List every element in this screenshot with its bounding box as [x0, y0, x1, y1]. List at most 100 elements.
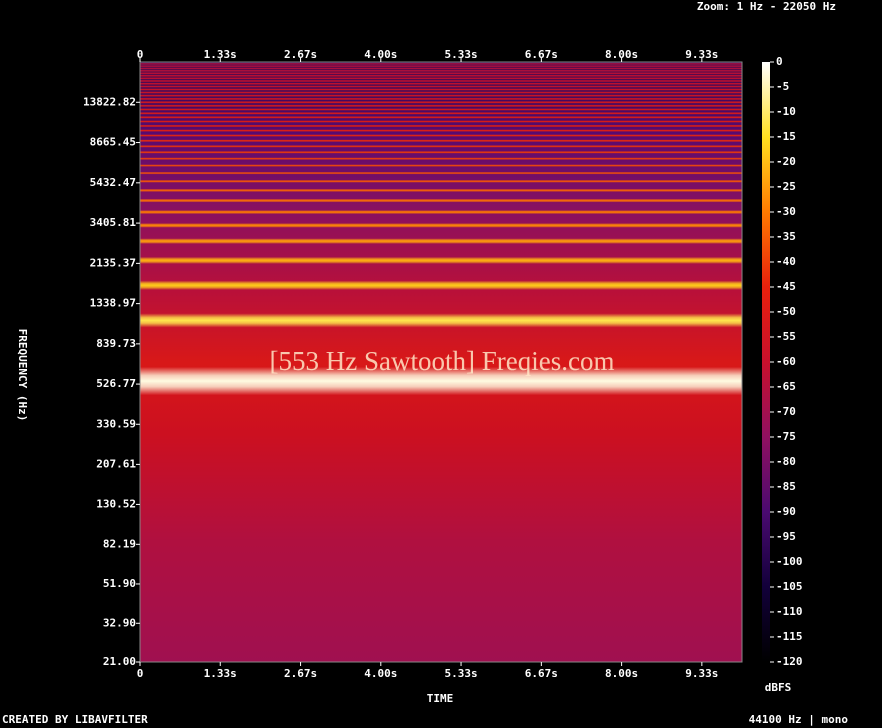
colorbar-tick-label: -40 — [776, 255, 796, 268]
harmonic-band — [140, 74, 742, 77]
harmonic-band — [140, 97, 742, 101]
y-tick-label: 21.00 — [103, 655, 136, 668]
colorbar-tick-label: -105 — [776, 580, 803, 593]
colorbar-tick-label: -10 — [776, 105, 796, 118]
harmonic-band — [140, 94, 742, 97]
spectrogram-background — [140, 62, 742, 662]
colorbar-tick-label: -110 — [776, 605, 803, 618]
harmonic-band — [140, 112, 742, 115]
harmonic-band — [140, 134, 742, 137]
footer-left: CREATED BY LIBAVFILTER — [2, 713, 148, 726]
harmonic-band — [140, 171, 742, 175]
harmonic-band — [140, 62, 742, 66]
harmonic-band — [140, 145, 742, 148]
x-tick-label: 9.33s — [685, 48, 718, 61]
harmonic-band — [140, 313, 742, 328]
y-tick-label: 2135.37 — [90, 256, 136, 269]
x-tick-label: 6.67s — [525, 48, 558, 61]
colorbar-tick-label: -20 — [776, 155, 796, 168]
x-tick-label: 4.00s — [364, 667, 397, 680]
harmonic-band — [140, 129, 742, 132]
harmonic-band — [140, 256, 742, 264]
y-tick-label: 1338.97 — [90, 297, 136, 310]
harmonic-band — [140, 280, 742, 290]
watermark: [553 Hz Sawtooth] Freqies.com — [270, 346, 615, 376]
harmonic-band — [140, 104, 742, 108]
y-tick-label: 13822.82 — [83, 95, 136, 108]
y-tick-label: 82.19 — [103, 537, 136, 550]
harmonic-band — [140, 238, 742, 244]
colorbar-tick-label: -65 — [776, 380, 796, 393]
harmonic-band — [140, 124, 742, 128]
footer-right: 44100 Hz | mono — [749, 713, 849, 726]
harmonic-band — [140, 116, 742, 119]
x-tick-label: 8.00s — [605, 48, 638, 61]
x-tick-label: 0 — [137, 48, 144, 61]
y-tick-label: 839.73 — [96, 337, 136, 350]
colorbar-tick-label: -60 — [776, 355, 796, 368]
colorbar-tick-label: -15 — [776, 130, 796, 143]
harmonic-band — [140, 108, 742, 111]
colorbar-tick-label: -30 — [776, 205, 796, 218]
colorbar-tick-label: -25 — [776, 180, 796, 193]
y-tick-label: 51.90 — [103, 577, 136, 590]
harmonic-band — [140, 139, 742, 143]
colorbar-tick-label: -45 — [776, 280, 796, 293]
colorbar-tick-label: -35 — [776, 230, 796, 243]
y-tick-label: 330.59 — [96, 417, 136, 430]
colorbar-tick-label: -5 — [776, 80, 789, 93]
harmonic-band — [140, 157, 742, 160]
harmonic-band — [140, 85, 742, 88]
harmonic-band — [140, 64, 742, 68]
colorbar-tick-label: -80 — [776, 455, 796, 468]
colorbar-tick-label: -90 — [776, 505, 796, 518]
colorbar-tick-label: -115 — [776, 630, 803, 643]
harmonic-band — [140, 88, 742, 91]
harmonic-band — [140, 223, 742, 228]
x-tick-label: 1.33s — [204, 667, 237, 680]
y-tick-label: 32.90 — [103, 616, 136, 629]
x-tick-label: 4.00s — [364, 48, 397, 61]
harmonic-band — [140, 151, 742, 154]
harmonic-bands — [140, 62, 742, 396]
harmonic-band — [140, 188, 742, 192]
harmonic-band — [140, 71, 742, 75]
y-axis-label: FREQUENCY (Hz) — [16, 329, 29, 422]
harmonic-band — [140, 69, 742, 73]
colorbar-tick-label: -55 — [776, 330, 796, 343]
x-tick-label: 1.33s — [204, 48, 237, 61]
y-tick-label: 3405.81 — [90, 216, 137, 229]
colorbar-tick-label: 0 — [776, 55, 783, 68]
x-tick-label: 6.67s — [525, 667, 558, 680]
colorbar-tick-label: -50 — [776, 305, 796, 318]
harmonic-band — [140, 79, 742, 83]
harmonic-band — [140, 82, 742, 85]
harmonic-band — [140, 101, 742, 104]
x-tick-label: 2.67s — [284, 667, 317, 680]
x-axis-label: TIME — [427, 692, 454, 705]
harmonic-band — [140, 91, 742, 94]
x-tick-label: 9.33s — [685, 667, 718, 680]
y-tick-label: 8665.45 — [90, 136, 136, 149]
harmonic-band — [140, 67, 742, 70]
x-tick-label: 8.00s — [605, 667, 638, 680]
y-tick-label: 130.52 — [96, 497, 136, 510]
x-tick-label: 2.67s — [284, 48, 317, 61]
x-tick-label: 0 — [137, 667, 144, 680]
colorbar-tick-label: -120 — [776, 655, 803, 668]
x-tick-label: 5.33s — [444, 48, 477, 61]
harmonic-band — [140, 366, 742, 396]
harmonic-band — [140, 77, 742, 80]
harmonic-band — [140, 164, 742, 167]
colorbar-label: dBFS — [765, 681, 792, 694]
harmonic-band — [140, 198, 742, 203]
colorbar-tick-label: -75 — [776, 430, 796, 443]
colorbar — [762, 62, 770, 662]
plot-frame — [139, 61, 743, 663]
harmonic-band — [140, 210, 742, 215]
colorbar-tick-label: -70 — [776, 405, 796, 418]
colorbar-tick-label: -95 — [776, 530, 796, 543]
harmonic-band — [140, 179, 742, 183]
zoom-label: Zoom: 1 Hz - 22050 Hz — [697, 0, 836, 13]
